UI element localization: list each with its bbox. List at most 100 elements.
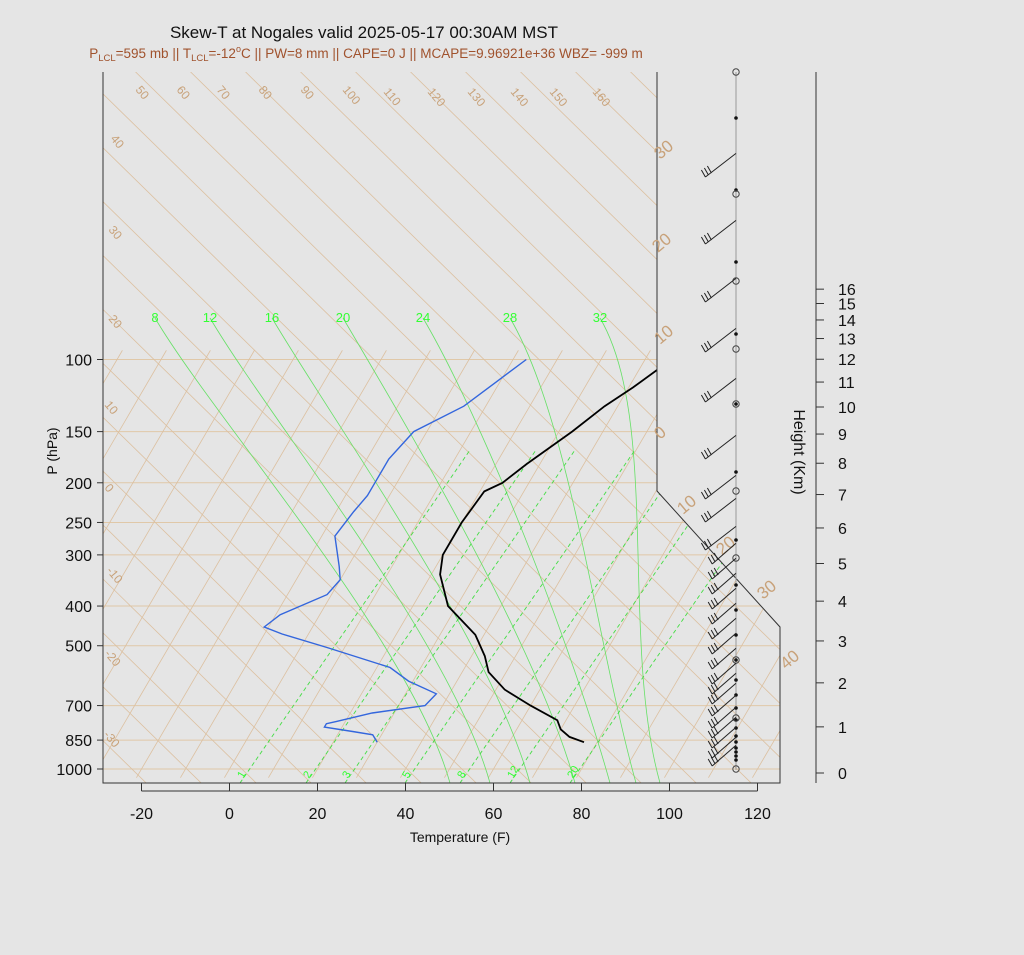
x-tick-label: -20 bbox=[130, 806, 153, 823]
dry-adiabat-line bbox=[103, 72, 729, 783]
barb-station-dot bbox=[734, 734, 738, 738]
wind-barb-shaft bbox=[711, 736, 737, 759]
wind-barb-shaft bbox=[711, 706, 737, 729]
wind-barb-flag bbox=[706, 510, 712, 519]
wind-barb-shaft bbox=[711, 694, 737, 717]
wind-barb-flag bbox=[703, 489, 709, 498]
wind-barb-flag bbox=[700, 514, 706, 523]
isotherm-line bbox=[103, 350, 123, 778]
isotherm-label: 60 bbox=[174, 83, 194, 102]
mixing-ratio-lines bbox=[154, 317, 780, 783]
wind-barb-flag bbox=[710, 706, 716, 715]
barb-station-dot bbox=[734, 658, 738, 662]
dry-adiabat-label: 40 bbox=[108, 132, 128, 151]
wind-barb-flag bbox=[713, 627, 719, 636]
wind-barb-flag bbox=[713, 746, 719, 755]
mixing-ratio-top-label: 8 bbox=[151, 310, 158, 325]
dry-adiabat-line bbox=[103, 72, 124, 783]
barb-level-circle bbox=[732, 554, 740, 562]
wind-barb-flag bbox=[706, 390, 712, 399]
barb-station-dot bbox=[734, 754, 738, 758]
dry-adiabat-line bbox=[983, 40, 1024, 922]
dry-adiabat-line bbox=[103, 72, 399, 783]
wind-barb-flag bbox=[703, 342, 709, 351]
wind-barb-shaft bbox=[711, 647, 737, 670]
wind-barb-flag bbox=[707, 556, 713, 565]
dry-adiabat-line bbox=[818, 40, 1024, 922]
isotherm-label: 70 bbox=[214, 83, 234, 102]
temperature-line bbox=[439, 358, 673, 744]
x-tick-label: 120 bbox=[744, 806, 771, 823]
isotherm-line bbox=[103, 350, 211, 778]
moist-adiabat-label: 10 bbox=[650, 321, 677, 348]
isotherm-line bbox=[224, 350, 475, 778]
isotherm-line bbox=[576, 350, 780, 778]
dry-adiabat-line bbox=[707, 72, 780, 783]
wind-barb-flag bbox=[710, 554, 716, 563]
height-tick-label: 3 bbox=[838, 634, 847, 651]
dry-adiabat-line bbox=[652, 72, 780, 783]
wind-barb-shaft bbox=[705, 153, 737, 178]
mixing-ratio-bottom-label: 12 bbox=[505, 764, 522, 781]
chart-title: Skew-T at Nogales valid 2025-05-17 00:30… bbox=[170, 23, 558, 42]
x-tick-label: 40 bbox=[397, 806, 415, 823]
isotherm-line bbox=[444, 350, 695, 778]
wind-barb-flag bbox=[710, 728, 716, 737]
wind-barb-flag bbox=[710, 694, 716, 703]
x-tick-label: 80 bbox=[573, 806, 591, 823]
wind-barb-shaft bbox=[711, 662, 737, 685]
wind-barb-shaft bbox=[711, 632, 737, 655]
dry-adiabat-label: 10 bbox=[102, 398, 122, 417]
wind-barb-shaft bbox=[705, 378, 737, 403]
plot-frame bbox=[102, 72, 781, 784]
barb-station-dot bbox=[734, 746, 738, 750]
isotherm-label: 140 bbox=[508, 85, 532, 110]
mixing-ratio-line bbox=[509, 449, 741, 783]
y-tick-label: 700 bbox=[65, 699, 92, 716]
wind-barb-flag bbox=[710, 614, 716, 623]
isotherm-line bbox=[268, 350, 519, 778]
wind-barb-flag bbox=[700, 542, 706, 551]
dry-adiabat-label: 30 bbox=[106, 223, 126, 242]
isotherm-line bbox=[400, 350, 651, 778]
moist-adiabat-label: 30 bbox=[753, 576, 780, 603]
wind-barb-flag bbox=[713, 726, 719, 735]
wind-barb-flag bbox=[710, 644, 716, 653]
wind-barb-shaft bbox=[711, 716, 737, 739]
wind-barb-flag bbox=[713, 672, 719, 681]
wind-barb-flag bbox=[706, 538, 712, 547]
dry-adiabat-line bbox=[487, 72, 780, 783]
wind-barb-shaft bbox=[711, 587, 737, 610]
wind-barb-flag bbox=[706, 232, 712, 241]
wind-barb-flag bbox=[713, 567, 719, 576]
height-tick-label: 9 bbox=[838, 427, 847, 444]
dry-adiabat-line bbox=[103, 72, 509, 783]
mixing-ratio-bottom-label: 2 bbox=[301, 769, 314, 780]
dry-adiabat-line bbox=[267, 72, 780, 783]
sounding-profiles bbox=[262, 358, 673, 744]
isotherm-line bbox=[840, 350, 1024, 777]
wind-barb-flag bbox=[700, 394, 706, 403]
dry-adiabat-line bbox=[103, 72, 564, 783]
dry-adiabat-line bbox=[103, 72, 234, 783]
dry-adiabat-line bbox=[0, 40, 68, 922]
isotherm-line bbox=[103, 350, 343, 778]
wind-barb-flag bbox=[700, 451, 706, 460]
wind-barb-shaft bbox=[705, 498, 737, 523]
wind-barb-flag bbox=[700, 169, 706, 178]
isotherm-label: 130 bbox=[465, 85, 489, 110]
wind-barb-flag bbox=[707, 616, 713, 625]
isotherm-line bbox=[312, 350, 563, 778]
barb-level-circle bbox=[732, 765, 740, 773]
isotherm-line bbox=[752, 350, 780, 778]
barb-level-circle bbox=[732, 400, 740, 408]
height-tick-label: 0 bbox=[838, 766, 847, 783]
wind-barb-flag bbox=[713, 736, 719, 745]
y-tick-label: 400 bbox=[65, 599, 92, 616]
wind-barb-shaft bbox=[711, 602, 737, 625]
wind-barb-flag bbox=[710, 569, 716, 578]
mixing-ratio-top-label: 32 bbox=[593, 310, 607, 325]
dry-adiabat-line bbox=[157, 72, 780, 783]
